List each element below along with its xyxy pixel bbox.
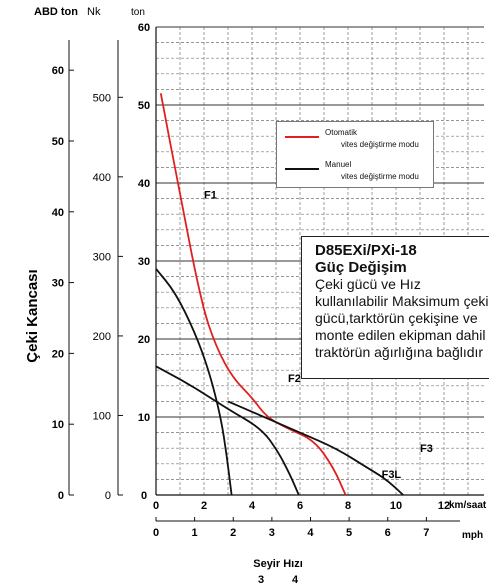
x-unit-kmh: km/saat	[449, 500, 487, 511]
kmh-tick-label-6: 12	[438, 500, 450, 512]
legend-sublabel-automatic: vites değiştirme modu	[341, 140, 419, 149]
extra-label-3: 3	[258, 574, 264, 586]
legend-item-automatic: Otomatik vites değiştirme modu	[285, 128, 431, 154]
ton-tick-label-5: 50	[138, 100, 150, 112]
legend-swatch-automatic	[285, 136, 319, 138]
ton-tick-label-2: 20	[138, 334, 150, 346]
info-box: D85EXi/PXi-18 Güç Değişim Çeki gücü ve H…	[301, 236, 489, 379]
x-axis-label: Seyir Hızı	[253, 558, 303, 570]
y-unit-nk: Nk	[87, 6, 101, 18]
info-title-power: Güç Değişim	[315, 259, 407, 276]
kmh-tick-label-3: 6	[297, 500, 303, 512]
series-line-1	[155, 268, 233, 496]
mph-tick-label-5: 5	[346, 527, 352, 539]
curve-label-f1: F1	[204, 190, 217, 202]
x-unit-mph: mph	[462, 530, 483, 541]
nk-tick-label-1: 100	[93, 410, 111, 422]
mph-tick-label-3: 3	[269, 527, 275, 539]
kmh-tick-label-5: 10	[390, 500, 402, 512]
info-line-2: kullanılabilir Maksimum çeki	[315, 293, 489, 309]
y-axis-label: Çeki Kancası	[24, 269, 41, 362]
ton-tick-label-1: 10	[138, 412, 150, 424]
mph-tick-label-6: 6	[385, 527, 391, 539]
curve-label-f3l: F3L	[382, 469, 402, 481]
series-line-0	[159, 93, 347, 496]
legend-swatch-manual	[285, 168, 319, 170]
ton-tick-label-3: 30	[138, 256, 150, 268]
abd-tick-label-1: 10	[52, 419, 64, 431]
ton-tick-label-0: 0	[141, 490, 147, 502]
kmh-tick-label-2: 4	[249, 500, 256, 512]
legend-label-manual: Manuel	[325, 160, 352, 169]
info-line-5: traktörün ağırlığına bağlıdır	[315, 344, 484, 360]
kmh-tick-label-1: 2	[201, 500, 207, 512]
abd-tick-label-0: 0	[58, 490, 64, 502]
curve-label-f2: F2	[288, 373, 301, 385]
legend-item-manual: Manuel vites değiştirme modu	[285, 160, 431, 186]
mph-tick-label-7: 7	[423, 527, 429, 539]
nk-tick-label-4: 400	[93, 172, 111, 184]
tick-labels: 0102030405060010020030040050001020304050…	[52, 22, 450, 539]
extra-label-4: 4	[292, 574, 299, 586]
info-line-4: monte edilen ekipman dahil	[315, 327, 486, 343]
curve-label-f3: F3	[420, 443, 433, 455]
info-line-3: gücü,tarktörün çekişine ve	[315, 310, 478, 326]
info-title-model: D85EXi/PXi-18	[315, 242, 417, 259]
y-unit-ton: ton	[131, 7, 145, 18]
mph-tick-label-4: 4	[307, 527, 314, 539]
axes	[68, 27, 484, 522]
nk-tick-label-3: 300	[93, 251, 111, 263]
nk-tick-label-5: 500	[93, 92, 111, 104]
abd-tick-label-4: 40	[52, 207, 64, 219]
abd-tick-label-3: 30	[52, 278, 64, 290]
series-line-3	[227, 400, 404, 496]
kmh-tick-label-0: 0	[153, 500, 159, 512]
abd-tick-label-5: 50	[52, 136, 64, 148]
nk-tick-label-0: 0	[105, 490, 111, 502]
ton-tick-label-4: 40	[138, 178, 150, 190]
series-lines	[155, 93, 404, 496]
abd-tick-label-2: 20	[52, 348, 64, 360]
legend-label-automatic: Otomatik	[325, 128, 358, 137]
mph-tick-label-0: 0	[153, 527, 159, 539]
legend-sublabel-manual: vites değiştirme modu	[341, 172, 419, 181]
mph-tick-label-2: 2	[230, 527, 236, 539]
curve-annotations: F1 F2 F3 F3L	[204, 190, 433, 481]
nk-tick-label-2: 200	[93, 331, 111, 343]
series-line-2	[155, 365, 300, 496]
y-unit-abd-ton: ABD ton	[34, 6, 78, 18]
legend: Otomatik vites değiştirme modu Manuel vi…	[276, 121, 434, 188]
kmh-tick-label-4: 8	[345, 500, 351, 512]
info-line-1: Çeki gücü ve Hız	[315, 276, 421, 292]
abd-tick-label-6: 60	[52, 65, 64, 77]
ton-tick-label-6: 60	[138, 22, 150, 34]
mph-tick-label-1: 1	[192, 527, 198, 539]
